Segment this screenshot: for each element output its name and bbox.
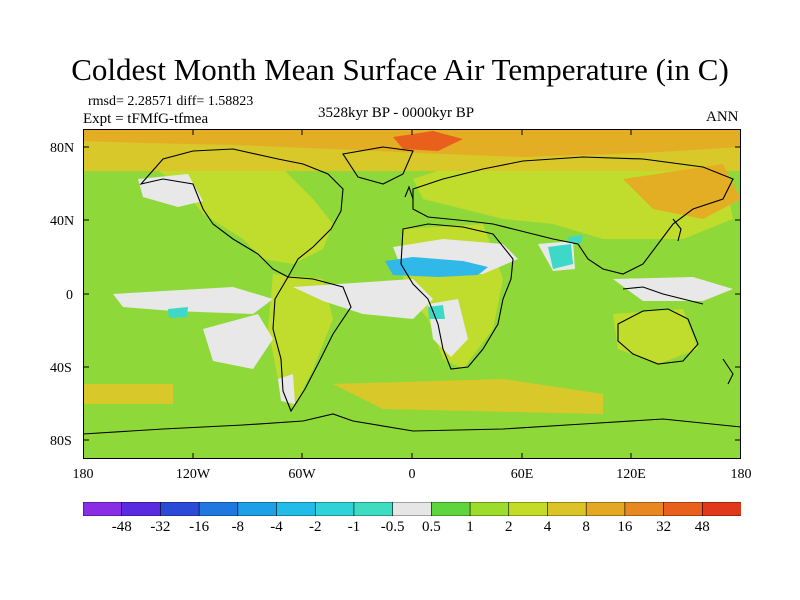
colorbar-swatch (585, 502, 626, 516)
coast-south-america (272, 276, 352, 413)
colorbar-label: -0.5 (380, 519, 405, 535)
neutral-maritime (613, 277, 733, 301)
coastlines (83, 146, 741, 435)
coast-indonesia (622, 286, 704, 305)
coast-greenland (342, 146, 414, 185)
north-america-field (143, 149, 333, 264)
colorbar (83, 502, 741, 516)
australia-field (613, 309, 698, 364)
coast-eurasia (412, 156, 734, 275)
lon-label-60e: 60E (510, 467, 534, 482)
coast-north-america (139, 148, 344, 278)
arctic-hot-spot (393, 131, 463, 151)
colorbar-label: 1 (466, 519, 474, 535)
season-label: ANN (706, 109, 739, 125)
colorbar-swatch (624, 502, 665, 516)
lon-label-120w: 120W (175, 467, 211, 482)
lat-label-0: 0 (66, 288, 73, 303)
colorbar-label: -32 (150, 519, 171, 535)
map-ticks (83, 129, 741, 459)
colorbar-label: -1 (347, 519, 361, 535)
colorbar-label: -16 (189, 519, 210, 535)
cool-pacific-spot (168, 307, 188, 318)
figure-title: Coldest Month Mean Surface Air Temperatu… (71, 52, 729, 87)
colorbar-swatch (237, 502, 278, 516)
colorbar-swatch (160, 502, 200, 516)
lat-label-40n: 40N (50, 214, 75, 229)
colorbar-swatch (353, 502, 394, 516)
cool-congo (428, 305, 445, 319)
colorbar-label: -48 (111, 519, 132, 535)
lat-label-80s: 80S (50, 434, 72, 449)
lat-label-80n: 80N (50, 141, 75, 156)
lon-label-180e: 180 (730, 467, 752, 482)
colorbar-swatch (508, 502, 549, 516)
eurasia-field (413, 149, 733, 239)
colorbar-label: -8 (231, 519, 245, 535)
colorbar-swatch (198, 502, 239, 516)
colorbar-label: 32 (656, 519, 672, 535)
lat-label-40s: 40S (50, 361, 72, 376)
stats-label: rmsd= 2.28571 diff= 1.58823 (88, 94, 254, 109)
period-label: 3528kyr BP - 0000kyr BP (318, 105, 475, 121)
colorbar-label: 4 (543, 519, 552, 535)
neutral-atlantic (293, 279, 433, 319)
colorbar-swatch (469, 502, 510, 516)
colorbar-swatch (663, 502, 704, 516)
colorbar-swatch (547, 502, 587, 516)
coast-britain (404, 185, 414, 200)
neutral-north-america (138, 174, 203, 207)
colorbar-swatch (121, 502, 162, 516)
lon-label-0: 0 (408, 467, 416, 482)
colorbar-swatch (431, 502, 471, 516)
cool-nepal (568, 235, 583, 243)
lon-label-180w: 180 (72, 467, 94, 482)
neutral-pacific (113, 287, 273, 314)
colorbar-label: 0.5 (421, 519, 441, 535)
southern-ocean-warm (333, 379, 603, 414)
experiment-label: Expt = tFMfG-tfmea (83, 111, 209, 127)
colorbar-swatch (83, 502, 123, 516)
temperature-map (83, 129, 741, 459)
colorbar-label: -2 (308, 519, 322, 535)
cool-sahara (385, 257, 488, 277)
colorbar-swatch (392, 502, 433, 516)
colorbar-label: 2 (505, 519, 513, 535)
colorbar-swatch (276, 502, 317, 516)
coast-new-zealand (722, 358, 734, 385)
colorbar-swatch (701, 502, 741, 516)
coast-australia (617, 308, 699, 365)
north-pacific-warm (623, 164, 741, 219)
colorbar-label: 16 (617, 519, 633, 535)
colorbar-label: -4 (270, 519, 283, 535)
coast-antarctica (83, 413, 741, 435)
south-america-field (268, 274, 333, 409)
south-pacific-warm (83, 384, 173, 404)
colorbar-label: 48 (694, 519, 710, 535)
coast-japan (672, 218, 682, 242)
lon-label-120e: 120E (616, 467, 646, 482)
neutral-south-america (203, 314, 273, 369)
lon-label-60w: 60W (288, 467, 316, 482)
colorbar-label: 8 (582, 519, 590, 535)
cool-india (548, 244, 573, 269)
coast-africa (400, 223, 514, 370)
colorbar-swatch (314, 502, 355, 516)
